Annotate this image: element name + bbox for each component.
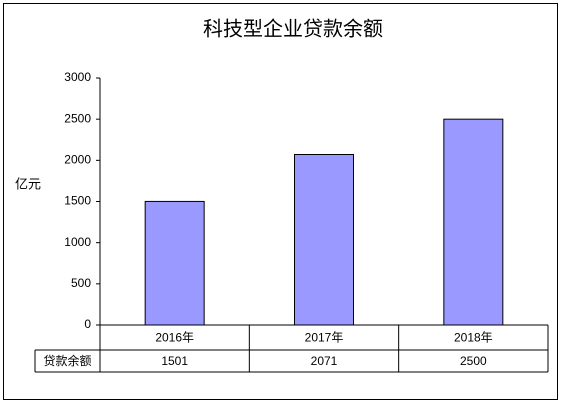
y-tick-label: 1500 — [64, 194, 91, 208]
x-tick-label: 2017年 — [305, 331, 344, 345]
bar — [443, 118, 504, 326]
x-tick-label: 2016年 — [155, 331, 194, 345]
bar — [294, 153, 354, 326]
chart-title: 科技型企业贷款余额 — [203, 17, 383, 40]
legend-label: 贷款余额 — [43, 353, 91, 368]
x-tick-label: 2018年 — [454, 331, 493, 345]
data-label: 2071 — [311, 354, 338, 368]
bar — [144, 200, 205, 326]
y-tick-label: 3000 — [64, 70, 91, 84]
y-tick-label: 0 — [84, 317, 91, 331]
y-tick-label: 1000 — [64, 235, 91, 249]
data-label: 1501 — [161, 354, 188, 368]
y-axis-label: 亿元 — [15, 176, 41, 191]
y-tick-label: 2500 — [64, 111, 91, 125]
y-tick-label: 2000 — [64, 153, 91, 167]
data-label: 2500 — [460, 354, 487, 368]
y-tick-label: 500 — [71, 276, 91, 290]
